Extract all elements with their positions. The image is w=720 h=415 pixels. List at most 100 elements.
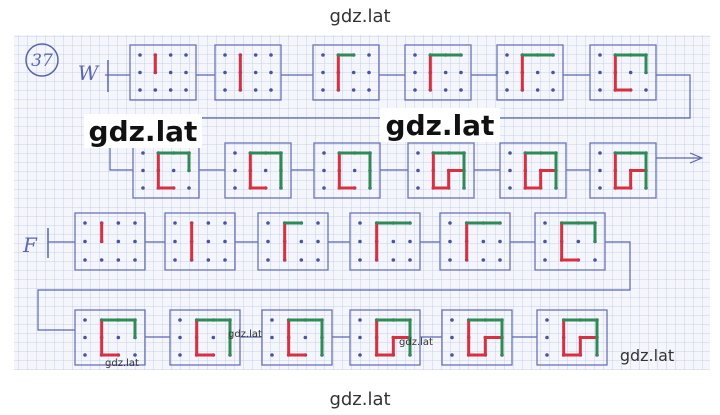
dot: [505, 53, 509, 57]
green-stroke: [562, 318, 599, 357]
dot: [408, 258, 412, 262]
dot: [223, 53, 227, 57]
dot: [141, 168, 145, 173]
cell-box: [257, 212, 329, 271]
dot: [270, 335, 274, 340]
dot: [184, 88, 188, 92]
dot: [133, 239, 137, 244]
cell-box: [129, 44, 197, 101]
dot: [459, 70, 463, 75]
dot: [266, 239, 270, 244]
dot: [416, 186, 420, 190]
cell-box: [496, 44, 564, 101]
dot: [263, 168, 268, 173]
cell-box: [349, 212, 421, 271]
dot: [505, 70, 509, 75]
dot: [598, 53, 602, 57]
dot: [316, 239, 320, 244]
dot: [545, 318, 549, 322]
dot: [413, 70, 417, 75]
red-stroke: [562, 318, 599, 357]
row-label: F: [22, 233, 38, 257]
dot: [253, 70, 258, 75]
green-stroke: [195, 318, 232, 357]
red-stroke: [287, 318, 307, 357]
cell-box: [214, 44, 282, 101]
dot: [116, 239, 121, 244]
green-stroke: [100, 318, 137, 339]
dot: [153, 88, 158, 92]
arrow: [689, 152, 704, 164]
dot: [358, 353, 362, 357]
dot: [299, 258, 304, 262]
cell-box: [589, 142, 657, 199]
dot: [322, 168, 326, 173]
red-stroke: [560, 221, 580, 262]
dot: [416, 151, 420, 155]
dot: [141, 186, 145, 190]
dot: [83, 258, 87, 262]
watermark: gdz.lat: [620, 346, 674, 365]
dot: [450, 353, 454, 357]
dot: [138, 88, 142, 92]
dot: [266, 221, 270, 225]
dot: [269, 88, 273, 92]
dot: [133, 221, 137, 225]
dot: [358, 258, 362, 262]
dot: [358, 335, 362, 340]
watermark: gdz.lat: [329, 389, 390, 410]
dot: [628, 70, 633, 75]
watermark: gdz.lat: [228, 329, 262, 340]
dot: [508, 168, 512, 173]
dot: [598, 168, 602, 173]
green-stroke: [337, 151, 372, 190]
cell-box: [589, 44, 657, 101]
dot: [266, 258, 270, 262]
dot: [233, 186, 237, 190]
green-stroke: [287, 318, 324, 357]
red-stroke: [613, 53, 633, 92]
dot: [316, 258, 320, 262]
dot: [223, 221, 227, 225]
dot: [133, 258, 137, 262]
watermark: gdz.lat: [329, 6, 390, 27]
cell-box: [224, 142, 292, 199]
dot: [481, 258, 486, 262]
green-stroke: [467, 318, 504, 357]
watermark: gdz.lat: [105, 358, 139, 369]
dot: [367, 53, 371, 57]
dot: [322, 151, 326, 155]
dot: [233, 168, 237, 173]
dot: [391, 258, 396, 262]
dot: [448, 258, 452, 262]
green-stroke: [523, 151, 558, 190]
connector: [37, 241, 631, 331]
dot: [141, 151, 145, 155]
watermark-bg: [84, 114, 202, 148]
cell-box: [261, 309, 333, 366]
dot: [168, 53, 173, 57]
dot: [184, 70, 188, 75]
dot: [206, 239, 211, 244]
dot: [316, 221, 320, 225]
dot: [168, 88, 173, 92]
dot: [269, 70, 273, 75]
cell-box: [441, 309, 513, 366]
red-stroke: [375, 318, 412, 357]
green-stroke: [613, 53, 648, 74]
dot: [413, 53, 417, 57]
green-stroke: [560, 221, 597, 243]
dot: [481, 239, 486, 244]
dot: [223, 70, 227, 75]
dot: [299, 239, 304, 244]
dot: [184, 53, 188, 57]
dot: [173, 258, 177, 262]
dot: [448, 221, 452, 225]
dot: [443, 88, 448, 92]
dot: [358, 239, 362, 244]
dot: [116, 335, 121, 340]
watermark-bg: [380, 108, 500, 142]
dot: [116, 221, 121, 225]
dot: [116, 258, 121, 262]
